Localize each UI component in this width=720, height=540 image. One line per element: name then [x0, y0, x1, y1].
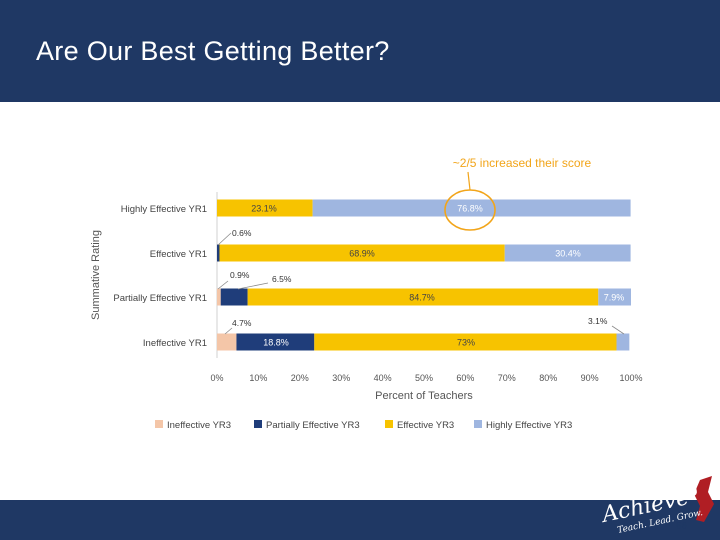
logo-suffix-text: NJ [670, 478, 700, 505]
data-label: 68.9% [349, 249, 375, 259]
annotation-text: ~2/5 increased their score [453, 156, 592, 170]
legend-label: Effective YR3 [397, 420, 454, 431]
bar-segment [217, 288, 221, 306]
callout-line [237, 282, 269, 290]
nj-state-icon [694, 476, 714, 522]
data-label: 84.7% [409, 293, 435, 303]
footer-bar [0, 500, 720, 540]
x-tick-label: 60% [456, 373, 474, 383]
y-tick-label: Effective YR1 [150, 249, 207, 260]
data-label: 7.9% [604, 293, 625, 303]
data-label: 76.8% [457, 204, 483, 214]
bar-segment [598, 288, 631, 306]
bar-segment [217, 333, 237, 351]
x-tick-label: 70% [498, 373, 516, 383]
x-tick-label: 40% [374, 373, 392, 383]
x-tick-label: 20% [291, 373, 309, 383]
callout-line [217, 232, 232, 246]
header-bar: Are Our Best Getting Better? [0, 0, 720, 102]
bar-segment [504, 244, 631, 262]
x-tick-label: 0% [210, 373, 223, 383]
legend-swatch [385, 420, 393, 428]
y-axis-title: Summative Rating [90, 230, 102, 320]
callout-line [217, 280, 229, 290]
annotation-line [467, 171, 471, 191]
callout-label: 3.1% [588, 316, 608, 326]
y-tick-label: Partially Effective YR1 [113, 293, 207, 304]
callout-label: 0.6% [232, 228, 252, 238]
bar-segment [616, 333, 630, 351]
data-label: 18.8% [263, 338, 289, 348]
bar-segment [219, 244, 505, 262]
callout-label: 4.7% [232, 318, 252, 328]
callout-line [224, 327, 233, 335]
legend-label: Partially Effective YR3 [266, 420, 360, 431]
y-tick-label: Highly Effective YR1 [121, 204, 207, 215]
bar-segment [220, 288, 248, 306]
legend-label: Ineffective YR3 [167, 420, 231, 431]
legend-swatch [155, 420, 163, 428]
callout-label: 0.9% [230, 270, 250, 280]
x-tick-label: 30% [332, 373, 350, 383]
bar-segment [217, 244, 220, 262]
legend-label: Highly Effective YR3 [486, 420, 572, 431]
x-axis-title: Percent of Teachers [375, 390, 473, 402]
x-tick-label: 50% [415, 373, 433, 383]
bar-segment [247, 288, 599, 306]
bar-segment [236, 333, 315, 351]
page-title: Are Our Best Getting Better? [36, 36, 390, 66]
callout-line [611, 325, 625, 335]
callout-label: 6.5% [272, 274, 292, 284]
y-tick-label: Ineffective YR1 [143, 338, 207, 349]
bar-segment [217, 199, 313, 217]
x-tick-label: 100% [619, 373, 642, 383]
x-tick-label: 80% [539, 373, 557, 383]
legend-swatch [474, 420, 482, 428]
data-label: 73% [457, 338, 475, 348]
page-number: 66 [676, 521, 688, 532]
x-tick-label: 10% [249, 373, 267, 383]
x-tick-label: 90% [581, 373, 599, 383]
bar-segment [314, 333, 617, 351]
legend-swatch [254, 420, 262, 428]
bar-segment [312, 199, 631, 217]
data-label: 30.4% [555, 249, 581, 259]
data-label: 23.1% [251, 204, 277, 214]
